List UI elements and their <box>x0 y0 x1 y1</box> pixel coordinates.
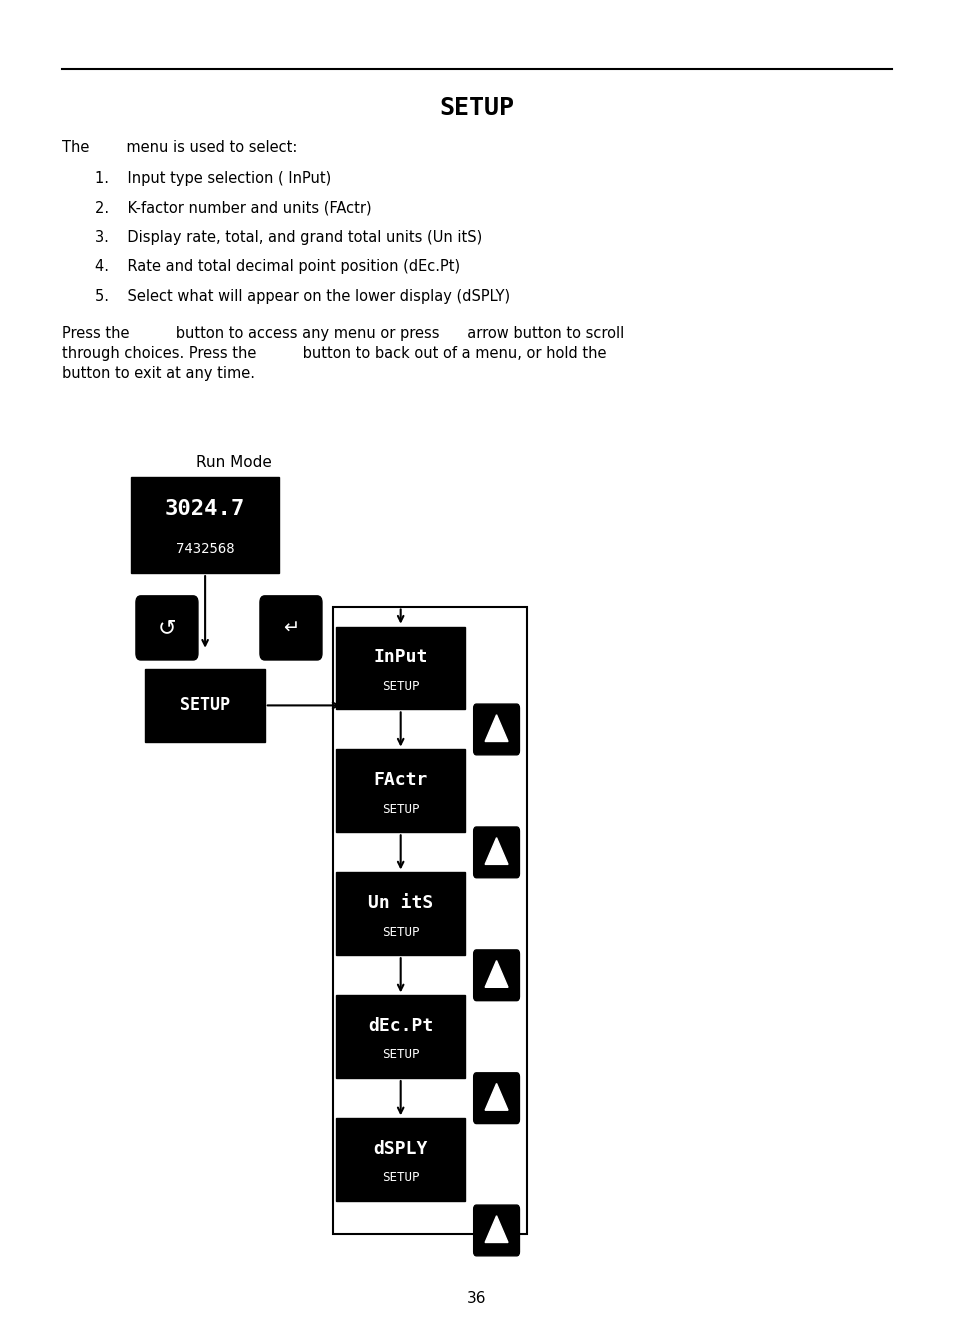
Polygon shape <box>484 715 507 741</box>
FancyBboxPatch shape <box>259 596 321 660</box>
Polygon shape <box>484 961 507 987</box>
FancyBboxPatch shape <box>131 477 278 573</box>
Text: 4.    Rate and total decimal point position (dEc.Pt): 4. Rate and total decimal point position… <box>95 259 460 274</box>
Text: The        menu is used to select:: The menu is used to select: <box>62 140 297 155</box>
FancyBboxPatch shape <box>335 995 464 1078</box>
Polygon shape <box>484 1083 507 1110</box>
Text: FActr: FActr <box>374 771 427 790</box>
Text: SETUP: SETUP <box>439 96 514 120</box>
Text: SETUP: SETUP <box>381 680 419 693</box>
Text: InPut: InPut <box>374 648 427 667</box>
Text: 3.    Display rate, total, and grand total units (Un itS): 3. Display rate, total, and grand total … <box>95 230 482 244</box>
FancyBboxPatch shape <box>473 827 518 878</box>
Text: 7432568: 7432568 <box>175 542 234 556</box>
Text: SETUP: SETUP <box>381 1172 419 1185</box>
FancyBboxPatch shape <box>135 596 197 660</box>
FancyBboxPatch shape <box>335 627 464 709</box>
Text: SETUP: SETUP <box>180 696 230 715</box>
Text: SETUP: SETUP <box>381 1049 419 1062</box>
Text: Un itS: Un itS <box>368 894 433 912</box>
Text: 5.    Select what will appear on the lower display (dSPLY): 5. Select what will appear on the lower … <box>95 289 510 303</box>
Text: 1.    Input type selection ( InPut): 1. Input type selection ( InPut) <box>95 171 332 186</box>
Text: 36: 36 <box>467 1291 486 1307</box>
Polygon shape <box>484 1216 507 1242</box>
Text: Press the          button to access any menu or press      arrow button to scrol: Press the button to access any menu or p… <box>62 326 623 381</box>
Text: SETUP: SETUP <box>381 926 419 939</box>
FancyBboxPatch shape <box>473 704 518 755</box>
FancyBboxPatch shape <box>473 1205 518 1256</box>
Text: ↺: ↺ <box>157 619 176 637</box>
Text: 3024.7: 3024.7 <box>165 500 245 518</box>
Text: dSPLY: dSPLY <box>374 1140 427 1158</box>
FancyBboxPatch shape <box>335 749 464 832</box>
Text: SETUP: SETUP <box>381 803 419 816</box>
Text: ↵: ↵ <box>282 619 299 637</box>
Polygon shape <box>484 838 507 864</box>
FancyBboxPatch shape <box>473 1073 518 1124</box>
Text: Run Mode: Run Mode <box>195 456 272 470</box>
FancyBboxPatch shape <box>335 872 464 955</box>
FancyBboxPatch shape <box>145 669 264 743</box>
Text: 2.    K-factor number and units (FActr): 2. K-factor number and units (FActr) <box>95 200 372 215</box>
Text: dEc.Pt: dEc.Pt <box>368 1017 433 1035</box>
FancyBboxPatch shape <box>335 1118 464 1201</box>
FancyBboxPatch shape <box>473 950 518 1001</box>
